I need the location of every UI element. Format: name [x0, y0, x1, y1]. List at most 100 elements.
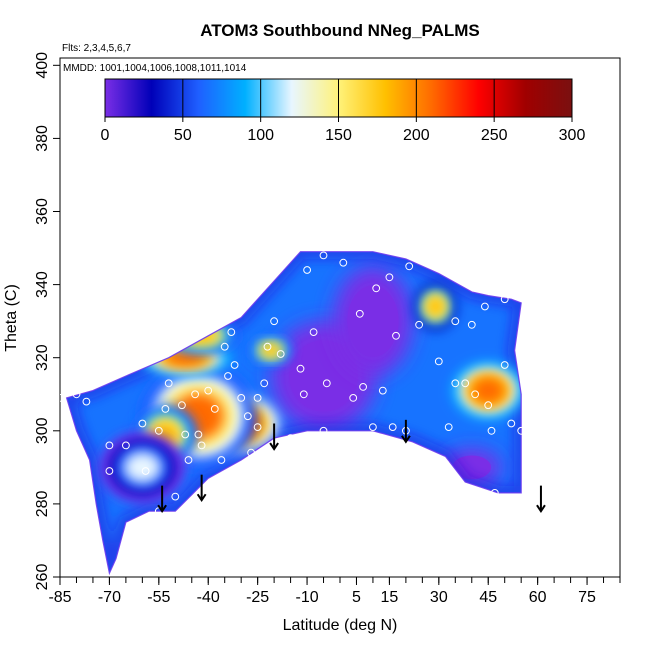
data-point: [500, 361, 509, 369]
y-tick-label: 300: [34, 417, 51, 444]
data-point: [349, 394, 358, 402]
x-tick-label: 75: [578, 589, 596, 606]
arrow-head: [196, 493, 207, 503]
data-point: [178, 401, 186, 410]
colorbar-tick-label: 200: [403, 127, 430, 144]
data-point: [487, 426, 496, 435]
flights-note: Flts: 2,3,4,5,6,7: [62, 43, 131, 54]
data-point: [441, 459, 450, 468]
data-point: [181, 430, 190, 439]
data-point: [339, 258, 348, 267]
data-point: [82, 397, 91, 406]
x-tick-label: 5: [352, 589, 361, 606]
low-value-zone-core: [289, 340, 358, 412]
data-point: [191, 390, 200, 399]
hotspot: [185, 328, 218, 344]
data-point: [309, 328, 318, 337]
colorbar-ticks: 0 50 100 150 200 250 300: [101, 79, 586, 144]
data-point: [253, 394, 262, 402]
data-point: [141, 467, 150, 475]
data-point: [105, 467, 114, 475]
data-point: [467, 320, 476, 329]
x-tick-label: -25: [246, 589, 269, 606]
hotspot: [472, 377, 505, 404]
data-point: [322, 379, 331, 388]
x-tick-label: -55: [147, 589, 170, 606]
data-point: [224, 372, 232, 380]
data-point: [296, 364, 305, 373]
y-tick-label: 260: [34, 564, 51, 591]
x-axis: -85 -70 -55 -40 -25 -10 5 15 30 45 60 75: [48, 577, 621, 606]
data-point: [444, 423, 453, 432]
data-point: [171, 492, 180, 501]
colorbar-tick-label: 100: [247, 127, 274, 144]
data-point: [227, 328, 236, 337]
colorbar-tick-label: 0: [101, 127, 110, 144]
colorbar-tick-label: 50: [174, 127, 192, 144]
data-point: [247, 448, 256, 457]
hotspot: [426, 296, 445, 317]
data-point: [461, 379, 470, 388]
x-tick-label: 15: [381, 589, 399, 606]
low-value-zone-core: [347, 285, 399, 357]
x-tick-label: 60: [529, 589, 547, 606]
data-point: [434, 357, 443, 366]
data-point: [415, 320, 424, 329]
data-point: [517, 426, 526, 435]
data-point: [204, 386, 213, 395]
heatmap-field: [60, 251, 546, 576]
x-tick-label: -10: [295, 589, 318, 606]
data-point: [471, 390, 480, 399]
data-point: [484, 401, 493, 410]
y-tick-label: 380: [34, 125, 51, 152]
chart-title: ATOM3 Southbound NNeg_PALMS: [200, 21, 480, 40]
data-point: [263, 342, 272, 351]
x-tick-label: -40: [197, 589, 220, 606]
data-point: [217, 456, 226, 464]
data-point: [369, 423, 377, 432]
data-point: [359, 383, 368, 391]
data-point: [388, 423, 397, 432]
data-point: [230, 361, 239, 369]
field-boundary: [65, 251, 522, 576]
data-point: [355, 309, 364, 318]
data-point: [319, 426, 328, 435]
data-point: [378, 386, 387, 395]
arrow-head: [536, 504, 546, 514]
data-point: [72, 390, 81, 399]
y-tick-label: 400: [34, 52, 51, 79]
data-point: [500, 295, 509, 304]
data-point: [184, 456, 193, 464]
data-point: [270, 317, 279, 326]
data-point: [154, 426, 163, 435]
data-point: [197, 441, 206, 450]
hotspot: [123, 452, 161, 483]
data-point: [481, 302, 489, 311]
data-point: [105, 441, 114, 450]
y-tick-label: 360: [34, 198, 51, 225]
data-point: [60, 394, 64, 402]
colorbar-tick-label: 150: [325, 127, 352, 144]
y-axis-label: Theta (C): [3, 284, 20, 352]
data-point: [451, 379, 460, 388]
data-point: [385, 273, 394, 282]
data-point: [210, 405, 219, 413]
colorbar-tick-label: 300: [559, 127, 586, 144]
x-tick-label: -85: [48, 589, 71, 606]
data-point: [372, 284, 381, 293]
data-point: [319, 251, 328, 260]
y-tick-label: 320: [34, 344, 51, 371]
y-tick-label: 340: [34, 271, 51, 298]
data-point: [243, 412, 252, 421]
data-point: [237, 394, 246, 402]
arrow-head: [401, 435, 411, 444]
heatmap-data-region: [66, 251, 522, 574]
data-point: [161, 405, 170, 413]
data-point: [523, 299, 532, 307]
data-point: [286, 434, 295, 443]
data-point: [454, 492, 463, 501]
data-point: [276, 350, 285, 358]
colorbar: 0 50 100 150 200 250 300: [101, 78, 586, 144]
data-point: [490, 489, 499, 497]
